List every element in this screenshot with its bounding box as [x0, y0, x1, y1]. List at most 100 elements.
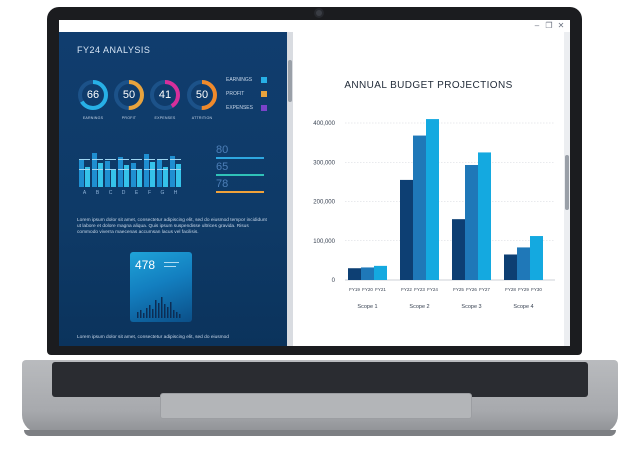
bar-fy24	[426, 119, 439, 280]
kpi-value: 50	[122, 89, 136, 101]
x-tick-label: FY20	[362, 287, 373, 292]
lorem-paragraph-2: Lorem ipsum dolor sit amet, consectetur …	[77, 335, 229, 340]
bar-fy21	[374, 265, 387, 280]
bar-fy26	[465, 164, 478, 280]
mini-bar-label: C	[108, 190, 113, 196]
x-tick-label: FY22	[401, 287, 412, 292]
group-label: Scope 1	[357, 304, 377, 310]
y-tick-label: 300,000	[313, 160, 335, 166]
legend-swatch	[261, 77, 267, 83]
mini-bar	[105, 161, 110, 187]
mini-bar-label: H	[173, 190, 178, 196]
webcam	[316, 10, 322, 16]
mini-bar-divider	[157, 159, 168, 160]
minimize-icon[interactable]: –	[534, 21, 540, 30]
mini-bar	[118, 157, 123, 187]
mini-bar-divider	[118, 169, 129, 170]
left-scrollbar[interactable]	[287, 32, 293, 346]
touchpad	[160, 393, 472, 419]
group-label: Scope 2	[409, 304, 429, 310]
bar-fy23	[413, 135, 426, 280]
x-tick-label: FY23	[414, 287, 425, 292]
x-tick-label: FY29	[518, 287, 529, 292]
mini-bar	[79, 159, 84, 187]
mini-bar-divider	[105, 159, 116, 160]
budget-chart: 400,000 300,000 200,000 100,000 0 FY19 FY20 FY2…	[313, 119, 555, 310]
kpi-donut-profit	[114, 80, 144, 110]
dashboard-title: FY24 ANALYSIS	[77, 45, 151, 55]
mini-bar	[150, 162, 155, 187]
dashboard-panel: FY24 ANALYSIS 66 EARNINGS 50 PROFIT 41 EXPENS…	[59, 32, 287, 346]
legend-swatch	[261, 91, 267, 97]
laptop-base-edge	[24, 430, 616, 436]
mini-bar-divider	[79, 169, 90, 170]
mini-bar	[137, 170, 142, 187]
bar-fy27	[478, 152, 491, 280]
mini-bar-divider	[92, 169, 103, 170]
x-tick-label: FY28	[505, 287, 516, 292]
stat-value: 65	[216, 161, 229, 173]
mini-bar	[98, 163, 103, 187]
mini-bar-divider	[144, 169, 155, 170]
mini-bar-divider	[131, 159, 142, 160]
close-icon[interactable]: ✕	[557, 21, 565, 30]
stat-value: 78	[216, 178, 229, 190]
bar-fy20	[361, 267, 374, 280]
card-value: 478	[135, 258, 156, 272]
x-tick-label: FY30	[531, 287, 542, 292]
x-tick-label: FY24	[427, 287, 438, 292]
y-tick-label: 100,000	[313, 239, 335, 245]
mini-bar-label: E	[134, 190, 139, 196]
stat-value: 80	[216, 144, 229, 156]
kpi-label: PROFIT	[121, 116, 137, 120]
mini-bar-divider	[157, 169, 168, 170]
bar-fy29	[517, 247, 530, 280]
chart-title: ANNUAL BUDGET PROJECTIONS	[344, 80, 513, 91]
keyboard	[52, 362, 588, 397]
kpi-label: EXPENSES	[154, 116, 176, 120]
right-scroll-thumb[interactable]	[565, 155, 569, 210]
kpi-value: 41	[158, 89, 172, 101]
x-tick-label: FY26	[466, 287, 477, 292]
mini-bar-label: G	[160, 190, 165, 196]
restore-icon[interactable]: ❐	[545, 21, 553, 30]
stat-bar	[216, 174, 264, 176]
mini-bar-label: A	[82, 190, 87, 196]
y-tick-label: 200,000	[313, 200, 335, 206]
bar-fy28	[504, 254, 517, 280]
mini-bar-divider	[170, 169, 181, 170]
mini-bar	[157, 159, 162, 187]
mini-bar-divider	[118, 159, 129, 160]
legend-label: PROFIT	[226, 91, 245, 97]
legend-swatch	[261, 105, 267, 111]
mini-bar-chart	[79, 153, 181, 187]
left-scroll-thumb[interactable]	[288, 60, 292, 102]
mini-bar	[144, 154, 149, 187]
mini-bar-divider	[92, 159, 103, 160]
kpi-donut-earnings	[78, 80, 108, 110]
legend-label: EARNINGS	[226, 77, 253, 83]
y-tick-label: 400,000	[313, 121, 335, 127]
kpi-value: 66	[86, 89, 100, 101]
mini-bar	[124, 165, 129, 187]
group-label: Scope 3	[461, 304, 481, 310]
legend-label: EXPENSES	[226, 105, 253, 111]
mini-bar	[170, 156, 175, 187]
bar-fy19	[348, 268, 361, 280]
mini-bar	[85, 167, 90, 187]
mini-bar-divider	[79, 159, 90, 160]
x-tick-label: FY25	[453, 287, 464, 292]
x-tick-label: FY19	[349, 287, 360, 292]
kpi-value: 50	[195, 89, 209, 101]
bar-fy25	[452, 219, 465, 280]
mini-bar-label: B	[95, 190, 100, 196]
y-tick-label: 0	[332, 278, 336, 284]
kpi-donut-attrition	[187, 80, 217, 110]
mini-bar-divider	[105, 169, 116, 170]
lorem-paragraph: Lorem ipsum dolor sit amet, consectetur …	[77, 218, 267, 236]
x-tick-label: FY27	[479, 287, 490, 292]
mini-bar-divider	[170, 159, 181, 160]
mini-bar-label: D	[121, 190, 126, 196]
kpi-label: ATTRITION	[191, 116, 213, 120]
mini-bar	[176, 164, 181, 187]
